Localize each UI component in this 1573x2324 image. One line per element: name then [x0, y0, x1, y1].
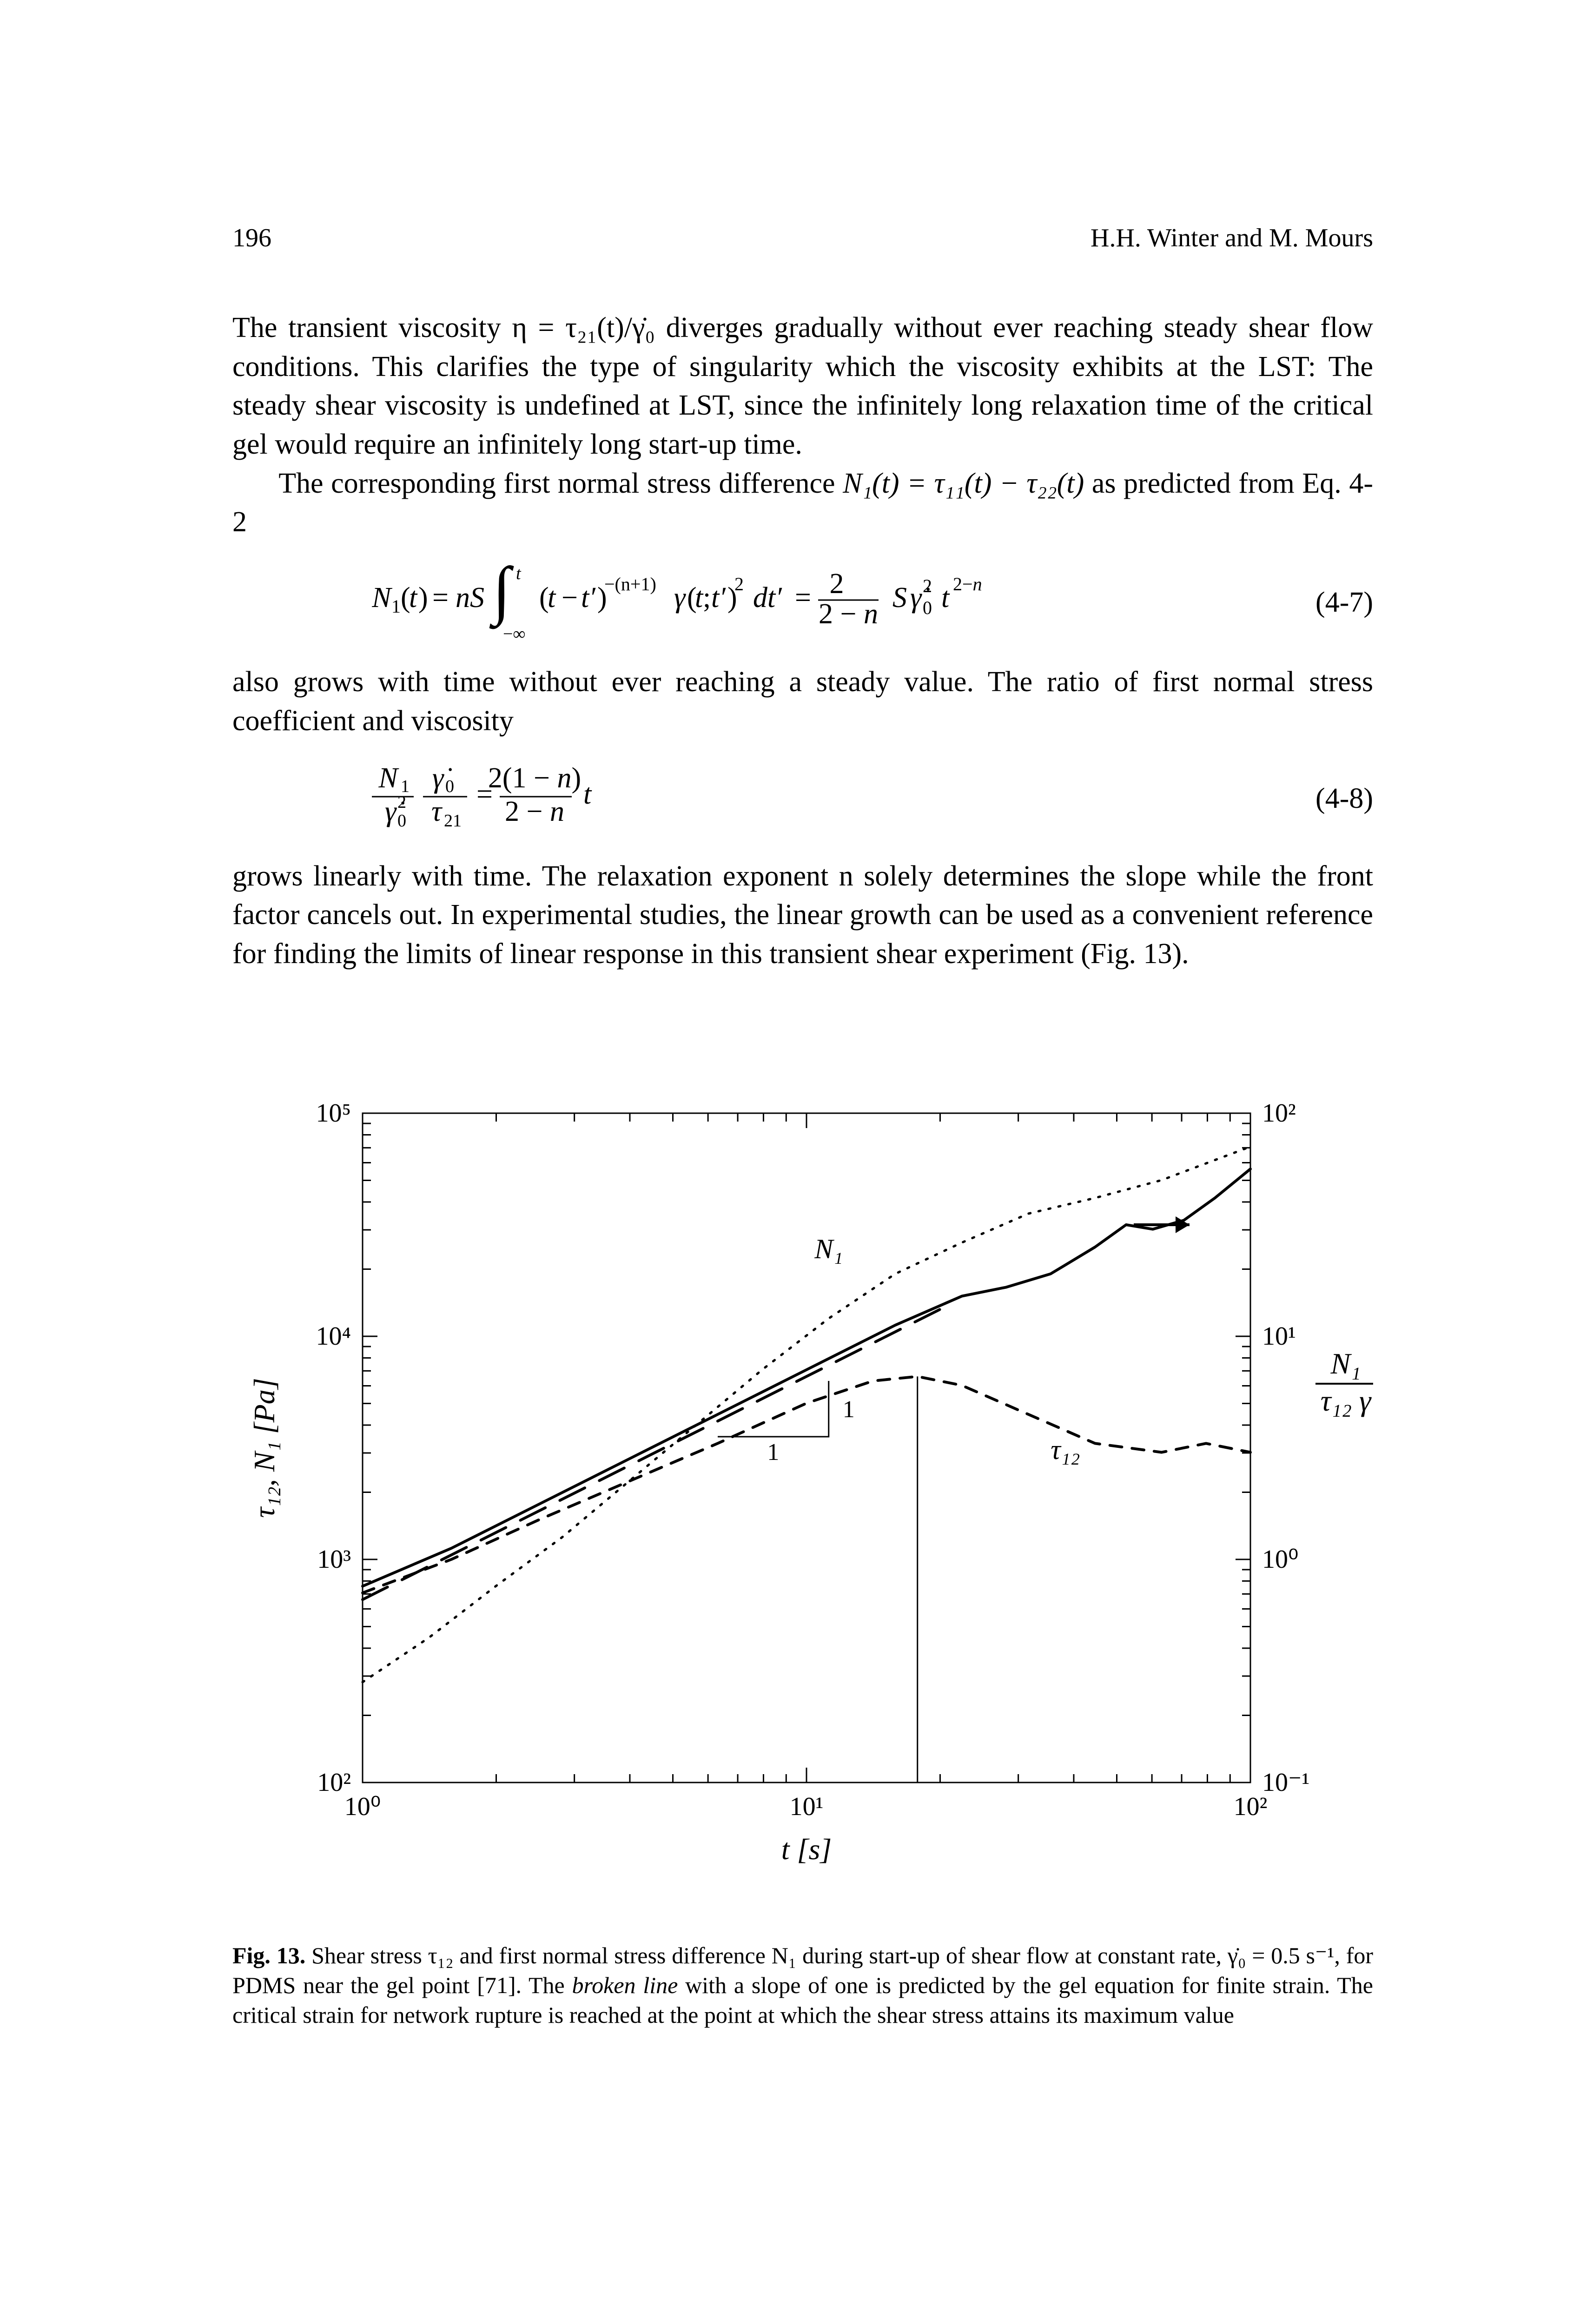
figure-13-svg: 10⁰10¹10²10²10³10⁴10⁵10⁻¹10⁰10¹10²t [s]τ…	[232, 1076, 1373, 1903]
paragraph-3: also grows with time without ever reachi…	[232, 663, 1373, 740]
svg-text:2: 2	[734, 574, 744, 594]
paragraph-1: The transient viscosity η = τ₂₁(t)/γ̇₀ d…	[232, 309, 1373, 464]
svg-text:0: 0	[397, 811, 406, 831]
svg-text:S: S	[892, 582, 907, 614]
equation-4-7: N 1 ( t ) = nS ∫ t −∞ ( t − t′ ) −(n+1)	[232, 561, 1373, 644]
caption-label: Fig. 13.	[232, 1942, 305, 1968]
svg-text:21: 21	[444, 811, 462, 831]
svg-text:−(n+1): −(n+1)	[604, 574, 656, 594]
equation-4-8: N 1 γ̇ 0 2 γ̇ 0 τ 21 = 2(1 − n) 2 −	[232, 759, 1373, 838]
p2-math: N₁(t) = τ₁₁(t) − τ₂₂(t)	[843, 468, 1084, 499]
svg-text:−∞: −∞	[503, 624, 526, 644]
svg-text:t: t	[548, 582, 556, 614]
svg-text:nS: nS	[456, 582, 484, 614]
svg-text:1: 1	[843, 1396, 855, 1423]
svg-text:t: t	[583, 779, 592, 810]
eq-47-svg: N 1 ( t ) = nS ∫ t −∞ ( t − t′ ) −(n+1)	[372, 561, 1162, 644]
svg-text:1: 1	[391, 596, 401, 617]
paragraph-4: grows linearly with time. The relaxation…	[232, 857, 1373, 974]
svg-text:∫: ∫	[489, 561, 514, 629]
eq-48-svg: N 1 γ̇ 0 2 γ̇ 0 τ 21 = 2(1 − n) 2 −	[372, 759, 790, 838]
svg-text:0: 0	[923, 597, 932, 618]
svg-text:;: ;	[703, 582, 711, 614]
svg-text:t: t	[516, 564, 522, 583]
svg-text:N₁: N₁	[1330, 1347, 1361, 1380]
figure-13-caption: Fig. 13. Shear stress τ₁₂ and first norm…	[232, 1941, 1373, 2030]
svg-text:10²: 10²	[317, 1768, 351, 1797]
svg-text:τ₁₂, N₁ [Pa]: τ₁₂, N₁ [Pa]	[248, 1378, 281, 1518]
figure-13: 10⁰10¹10²10²10³10⁴10⁵10⁻¹10⁰10¹10²t [s]τ…	[232, 1076, 1373, 2030]
svg-text:−: −	[562, 582, 578, 614]
svg-text:N₁: N₁	[814, 1234, 843, 1264]
eq-47-number: (4-7)	[1280, 586, 1373, 619]
p2-prefix: The corresponding first normal stress di…	[278, 468, 843, 499]
svg-text:t: t	[409, 582, 418, 614]
caption-italic: broken line	[572, 1972, 678, 1998]
svg-text:1: 1	[767, 1439, 779, 1466]
svg-text:=: =	[795, 582, 811, 614]
svg-text:2: 2	[397, 792, 406, 812]
page: 196 H.H. Winter and M. Mours The transie…	[0, 0, 1573, 2324]
svg-text:τ: τ	[431, 796, 443, 827]
eq-48-number: (4-8)	[1280, 782, 1373, 815]
svg-text:2: 2	[830, 568, 844, 600]
svg-text:2−n: 2−n	[953, 574, 982, 594]
page-header: 196 H.H. Winter and M. Mours	[232, 223, 1373, 253]
svg-text:10⁵: 10⁵	[316, 1099, 351, 1128]
svg-text:=: =	[432, 582, 449, 614]
eq-48-body: N 1 γ̇ 0 2 γ̇ 0 τ 21 = 2(1 − n) 2 −	[353, 759, 1280, 838]
svg-text:0: 0	[445, 777, 454, 796]
svg-text:τ₁₂ γ̇: τ₁₂ γ̇	[1321, 1384, 1373, 1417]
body-text-2: also grows with time without ever reachi…	[232, 663, 1373, 740]
svg-text:2: 2	[923, 575, 932, 596]
svg-text:10¹: 10¹	[790, 1792, 824, 1821]
svg-text:10²: 10²	[1262, 1099, 1296, 1128]
svg-text:N: N	[372, 582, 393, 614]
svg-text:10⁴: 10⁴	[316, 1322, 351, 1351]
svg-text:2 − n: 2 − n	[505, 796, 564, 827]
svg-text:2(1 − n): 2(1 − n)	[488, 762, 581, 794]
svg-text:10⁻¹: 10⁻¹	[1262, 1768, 1309, 1797]
svg-text:10¹: 10¹	[1262, 1322, 1296, 1351]
page-number: 196	[232, 223, 271, 253]
page-authors: H.H. Winter and M. Mours	[1091, 223, 1373, 253]
svg-text:t: t	[941, 582, 950, 614]
svg-text:2 − n: 2 − n	[819, 598, 878, 630]
svg-text:τ₁₂: τ₁₂	[1051, 1434, 1080, 1465]
svg-text:10⁰: 10⁰	[1262, 1545, 1298, 1574]
paragraph-2: The corresponding first normal stress di…	[232, 464, 1373, 542]
svg-text:γ: γ	[674, 582, 686, 614]
svg-text:N: N	[378, 762, 399, 794]
svg-text:t′: t′	[711, 582, 726, 614]
svg-text:): )	[418, 582, 428, 614]
svg-text:t′: t′	[581, 582, 596, 614]
svg-text:t [s]: t [s]	[781, 1833, 832, 1866]
svg-text:dt′: dt′	[753, 582, 782, 614]
body-text-3: grows linearly with time. The relaxation…	[232, 857, 1373, 974]
body-text: The transient viscosity η = τ₂₁(t)/γ̇₀ d…	[232, 309, 1373, 542]
svg-text:10³: 10³	[317, 1545, 351, 1574]
eq-47-body: N 1 ( t ) = nS ∫ t −∞ ( t − t′ ) −(n+1)	[353, 561, 1280, 644]
